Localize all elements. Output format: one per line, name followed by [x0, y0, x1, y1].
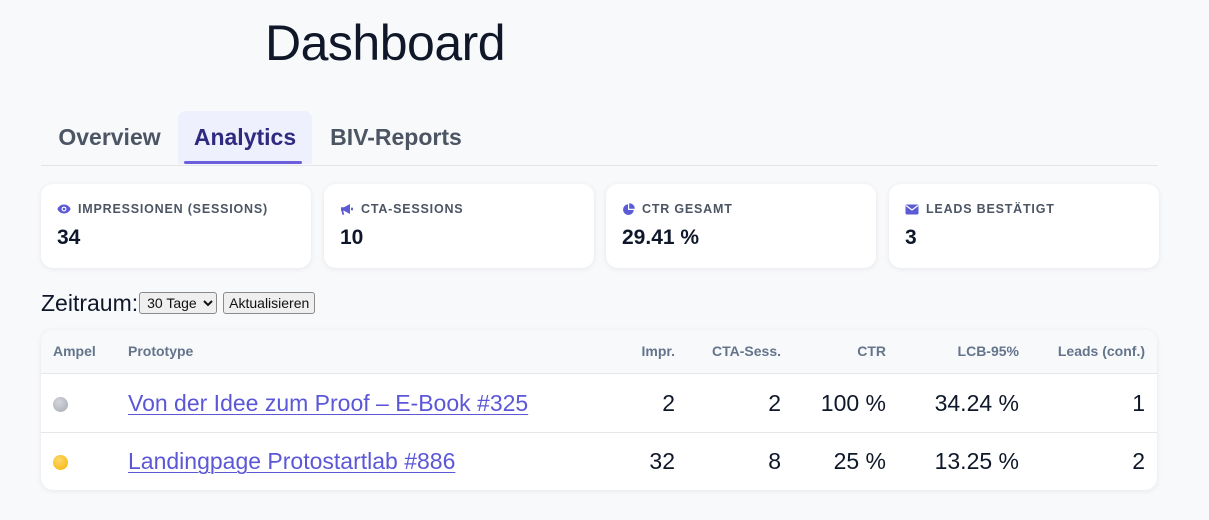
table-header: Ampel Prototype Impr. CTA-Sess. CTR LCB-… — [41, 330, 1157, 374]
megaphone-icon — [341, 203, 353, 215]
kpi-card-leads: LEADS BESTÄTIGT 3 — [889, 184, 1159, 268]
cta-sessions-cell: 8 — [768, 448, 781, 474]
time-range-filter: Zeitraum: 30 Tage Aktualisieren — [41, 288, 316, 318]
kpi-value: 29.41 % — [622, 226, 700, 249]
kpi-value: 3 — [905, 226, 917, 249]
prototype-cell: Landingpage Protostartlab #886 — [128, 432, 608, 490]
column-header-ctr: CTR — [857, 343, 886, 359]
leads-cell: 1 — [1132, 390, 1145, 416]
impressions-cell: 2 — [662, 390, 675, 416]
kpi-value: 10 — [340, 226, 364, 249]
leads-cell: 2 — [1132, 448, 1145, 474]
kpi-card-impressions: IMPRESSIONEN (SESSIONS) 34 — [41, 184, 311, 268]
tab-overview[interactable]: Overview — [58, 124, 161, 150]
status-dot-icon — [53, 455, 68, 470]
table-row: Von der Idee zum Proof – E-Book #325 2 2… — [41, 374, 1157, 433]
prototype-table: Ampel Prototype Impr. CTA-Sess. CTR LCB-… — [41, 330, 1157, 490]
prototype-link[interactable]: Landingpage Protostartlab #886 — [128, 448, 456, 474]
ctr-cell: 25 % — [833, 448, 886, 474]
envelope-icon — [905, 204, 919, 214]
column-header-impressions: Impr. — [641, 343, 675, 359]
kpi-label: CTA-SESSIONS — [361, 202, 464, 216]
column-header-lcb: LCB-95% — [957, 343, 1019, 359]
kpi-card-cta-sessions: CTA-SESSIONS 10 — [324, 184, 594, 268]
table-row: Landingpage Protostartlab #886 32 8 25 %… — [41, 432, 1157, 490]
time-range-select[interactable]: 30 Tage — [139, 292, 218, 314]
pie-chart-icon — [623, 202, 635, 215]
refresh-button[interactable]: Aktualisieren — [223, 292, 316, 314]
tab-bar: Overview Analytics BIV-Reports — [41, 111, 1158, 166]
ctr-cell: 100 % — [820, 390, 886, 416]
column-header-leads: Leads (conf.) — [1057, 343, 1145, 359]
eye-icon — [57, 204, 71, 214]
ampel-cell — [53, 374, 73, 432]
column-header-cta-sessions: CTA-Sess. — [712, 343, 781, 359]
tab-analytics[interactable]: Analytics — [178, 111, 312, 164]
kpi-card-ctr: CTR GESAMT 29.41 % — [606, 184, 876, 268]
tab-biv-reports[interactable]: BIV-Reports — [330, 124, 462, 150]
impressions-cell: 32 — [649, 448, 675, 474]
kpi-label: CTR GESAMT — [642, 202, 733, 216]
status-dot-icon — [53, 397, 68, 412]
column-header-prototype: Prototype — [128, 343, 194, 359]
kpi-label: LEADS BESTÄTIGT — [926, 202, 1055, 216]
kpi-label: IMPRESSIONEN (SESSIONS) — [78, 202, 268, 216]
kpi-value: 34 — [57, 226, 81, 249]
time-range-label: Zeitraum: — [41, 289, 139, 316]
prototype-cell: Von der Idee zum Proof – E-Book #325 — [128, 374, 608, 432]
lcb-cell: 13.25 % — [934, 448, 1019, 474]
ampel-cell — [53, 432, 73, 490]
lcb-cell: 34.24 % — [934, 390, 1019, 416]
cta-sessions-cell: 2 — [768, 390, 781, 416]
prototype-link[interactable]: Von der Idee zum Proof – E-Book #325 — [128, 390, 529, 416]
page-title: Dashboard — [265, 15, 506, 71]
column-header-ampel: Ampel — [53, 343, 96, 359]
